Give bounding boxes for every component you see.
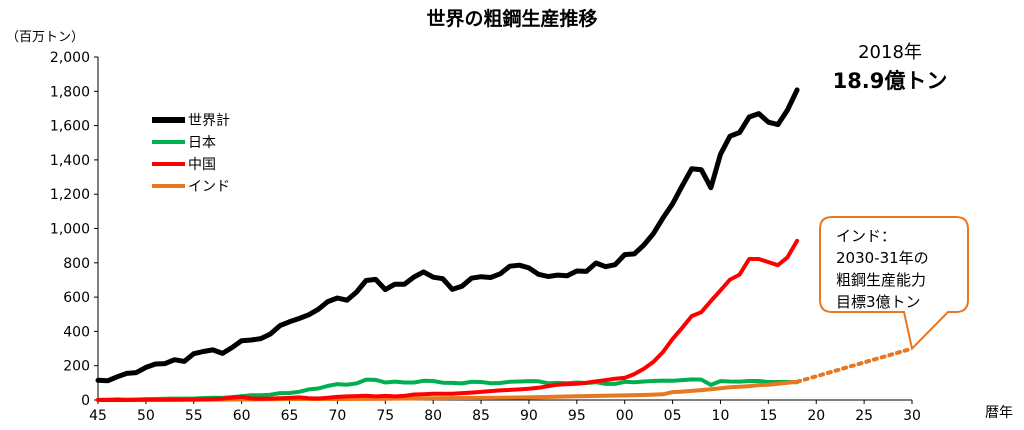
x-tick-label: 05 <box>664 408 682 424</box>
x-tick-label: 20 <box>807 408 825 424</box>
legend-label: 世界計 <box>188 113 230 129</box>
axes: 0 200 400 600 800 1,000 1,200 1,400 1,600 1,800 2,… <box>50 50 921 424</box>
series-line-世界計 <box>95 87 800 384</box>
y-tick-label: 600 <box>63 290 90 306</box>
y-tick-label: 0 <box>81 393 90 409</box>
note-year: 2018年 <box>858 42 922 63</box>
callout-line-2: 2030-31年の <box>836 249 929 267</box>
legend-label: 中国 <box>188 157 216 173</box>
series-line-中国 <box>96 238 800 402</box>
legend-label: インド <box>188 179 230 195</box>
india-callout-box <box>819 216 969 351</box>
y-tick-label: 1,400 <box>50 153 90 169</box>
x-tick-label: 90 <box>520 408 538 424</box>
chart-title: 世界の粗鋼生産推移 <box>426 8 598 30</box>
note-value: 18.9億トン <box>832 69 948 93</box>
x-tick-label: 60 <box>233 408 251 424</box>
x-tick-label: 55 <box>185 408 203 424</box>
world-total-note: 2018年 18.9億トン <box>830 38 950 95</box>
callout-line-4: 目標3億トン <box>836 293 921 311</box>
x-tick-label: 25 <box>855 408 873 424</box>
x-tick-label: 50 <box>137 408 155 424</box>
x-tick-label: 70 <box>328 408 346 424</box>
x-axis-unit-label: 暦年 <box>985 405 1013 421</box>
y-tick-label: 200 <box>63 359 90 375</box>
x-tick-label: 80 <box>424 408 442 424</box>
x-tick-label: 75 <box>376 408 394 424</box>
x-tick-label: 95 <box>568 408 586 424</box>
y-tick-label: 2,000 <box>50 50 90 66</box>
callout-line-1: インド： <box>836 227 897 245</box>
x-tick-label: 65 <box>281 408 299 424</box>
y-tick-label: 400 <box>63 324 90 340</box>
y-tick-label: 1,800 <box>50 84 90 100</box>
x-tick-label: 85 <box>472 408 490 424</box>
y-tick-label: 1,000 <box>50 222 90 238</box>
x-tick-label: 10 <box>712 408 730 424</box>
y-tick-label: 800 <box>63 256 90 272</box>
x-tick-label: 45 <box>89 408 107 424</box>
india-callout-text: インド： 2030-31年の 粗鋼生産能力 目標3億トン <box>836 225 929 313</box>
series-lines <box>95 87 914 402</box>
x-tick-label: 30 <box>903 408 921 424</box>
legend-label: 日本 <box>188 135 216 151</box>
x-tick-label: 00 <box>616 408 634 424</box>
callout-line-3: 粗鋼生産能力 <box>836 271 927 289</box>
y-tick-label: 1,200 <box>50 187 90 203</box>
y-tick-label: 1,600 <box>50 119 90 135</box>
y-axis-unit-label: （百万トン） <box>6 30 85 45</box>
x-tick-label: 15 <box>759 408 777 424</box>
series-target-line-インド <box>795 346 914 384</box>
callout-border <box>819 216 969 351</box>
